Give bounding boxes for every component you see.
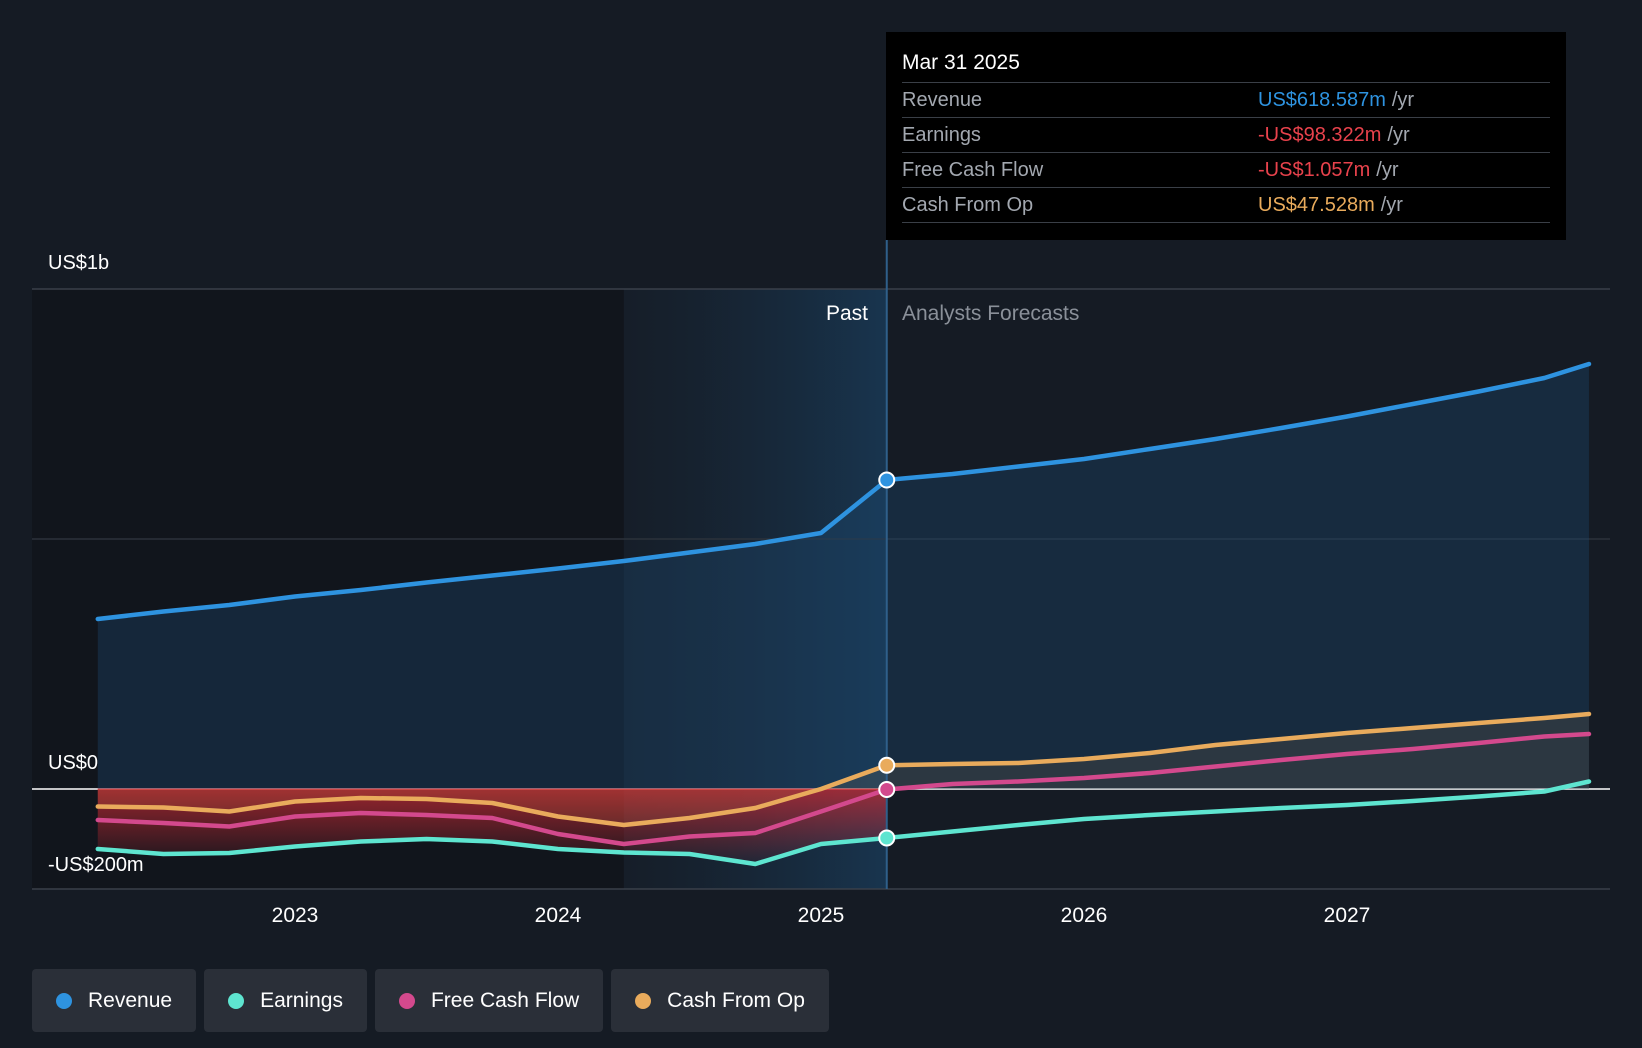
tooltip-value: US$47.528m/yr [1258,194,1403,216]
tooltip-row-earnings: Earnings -US$98.322m/yr [902,118,1550,153]
y-label-bottom: -US$200m [48,854,144,876]
tooltip-row-free-cash-flow: Free Cash Flow -US$1.057m/yr [902,153,1550,188]
legend-label: Revenue [88,988,173,1012]
tooltip-label: Earnings [902,124,981,146]
tooltip-label: Free Cash Flow [902,159,1044,181]
marker-cash-from-op [878,756,896,774]
legend-label: Free Cash Flow [430,988,580,1012]
tooltip-label: Revenue [902,89,983,111]
tooltip-value: US$618.587m/yr [1258,89,1415,111]
x-tick-label: 2025 [798,904,845,927]
legend-dot-icon [635,992,652,1009]
x-tick-label: 2023 [272,904,319,927]
legend-item-revenue[interactable]: Revenue [32,969,197,1032]
series-line-earnings [95,779,1592,867]
series-line-free-cash-flow [95,731,1592,847]
x-tick-label: 2027 [1324,904,1371,927]
x-tick-label: 2024 [535,904,582,927]
tooltip-row-cash-from-op: Cash From Op US$47.528m/yr [902,188,1550,223]
legend-item-cash-from-op[interactable]: Cash From Op [611,969,829,1032]
legend-dot-icon [398,992,415,1009]
series-line-cash-from-op [95,711,1592,828]
tooltip-label: Cash From Op [902,194,1034,216]
legend-item-earnings[interactable]: Earnings [204,969,367,1032]
marker-free-cash-flow [878,781,896,798]
marker-earnings [878,829,896,847]
tooltip-value: -US$98.322m/yr [1258,124,1410,146]
past-label: Past [826,302,868,325]
series-line-revenue [95,361,1592,622]
legend-dot-icon [56,992,72,1009]
y-label-top: US$1b [48,252,110,274]
revenue-area [97,364,1589,789]
tooltip: Mar 31 2025 Revenue US$618.587m/yr Earni… [886,32,1566,240]
tooltip-value: -US$1.057m/yr [1258,159,1399,181]
legend-dot-icon [228,992,245,1009]
tooltip-date: Mar 31 2025 [902,44,1550,83]
legend-label: Earnings [260,988,343,1012]
marker-revenue [878,471,896,489]
tooltip-row-revenue: Revenue US$618.587m/yr [902,83,1550,118]
forecast-label: Analysts Forecasts [902,302,1079,325]
cash-from-op-area [97,714,1589,825]
legend-label: Cash From Op [667,988,805,1012]
legend: Revenue Earnings Free Cash Flow Cash Fro… [32,969,829,1032]
y-label-zero: US$0 [48,752,99,774]
x-tick-label: 2026 [1061,904,1108,927]
legend-item-free-cash-flow[interactable]: Free Cash Flow [374,969,604,1032]
